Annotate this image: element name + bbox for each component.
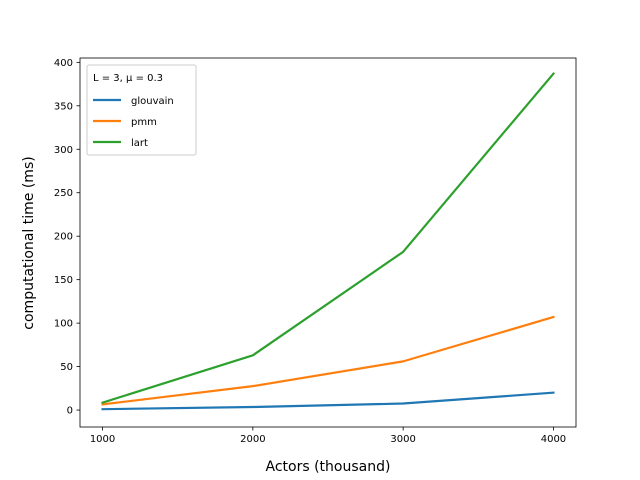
x-tick-label: 1000	[90, 434, 115, 445]
y-tick-label: 300	[54, 145, 73, 156]
x-tick-label: 4000	[541, 434, 566, 445]
y-tick-label: 200	[54, 232, 73, 243]
y-tick-label: 100	[54, 319, 73, 330]
legend-box	[86, 64, 197, 156]
y-tick-label: 150	[54, 275, 73, 286]
y-tick-label: 250	[54, 188, 73, 199]
series-line-glouvain	[101, 391, 555, 411]
y-tick-label: 350	[54, 101, 73, 112]
y-axis-label: computational time (ms)	[21, 156, 37, 329]
legend: L = 3, μ = 0.3 glouvain pmm lart	[86, 64, 197, 156]
x-axis-ticks: 1000 2000 3000 4000	[90, 427, 566, 445]
legend-entries: glouvain pmm lart	[93, 96, 174, 149]
x-tick-label: 3000	[390, 434, 415, 445]
y-tick-label: 0	[67, 406, 73, 417]
plot-area-frame	[79, 57, 577, 428]
y-tick-label: 50	[60, 362, 73, 373]
series-line-pmm	[101, 315, 555, 406]
x-tick-label: 2000	[240, 434, 265, 445]
legend-title: L = 3, μ = 0.3	[93, 73, 163, 84]
x-axis-label: Actors (thousand)	[266, 459, 391, 475]
legend-label-lart: lart	[131, 138, 148, 149]
legend-label-pmm: pmm	[131, 117, 157, 128]
y-tick-label: 400	[54, 58, 73, 69]
series-line-lart	[101, 72, 556, 405]
legend-label-glouvain: glouvain	[131, 96, 174, 107]
series-lines	[101, 72, 556, 411]
y-axis-ticks: 0 50 100 150 200 250 300 350 400	[54, 58, 80, 417]
